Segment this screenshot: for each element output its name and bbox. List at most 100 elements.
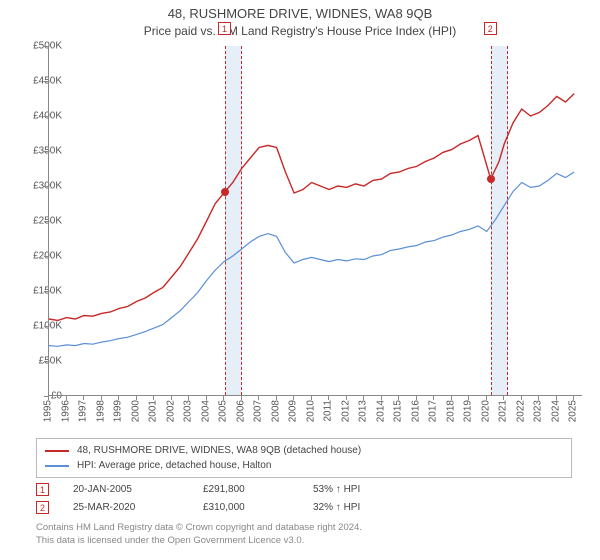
footer: Contains HM Land Registry data © Crown c… [36,522,572,548]
x-tick-mark [468,396,469,400]
x-tick-label: 2001 [148,400,159,422]
y-tick-mark [44,81,48,82]
legend-swatch-property [45,450,69,452]
x-tick-label: 1998 [95,400,106,422]
sale-row: 1 20-JAN-2005£291,80053% ↑ HPI [36,480,572,498]
x-tick-mark [556,396,557,400]
x-tick-label: 2015 [393,400,404,422]
x-tick-label: 2013 [358,400,369,422]
x-tick-mark [433,396,434,400]
x-tick-mark [66,396,67,400]
x-tick-mark [223,396,224,400]
x-tick-mark [293,396,294,400]
x-tick-label: 2014 [375,400,386,422]
x-tick-label: 2000 [130,400,141,422]
x-tick-label: 1999 [113,400,124,422]
x-tick-mark [101,396,102,400]
x-tick-mark [503,396,504,400]
x-tick-label: 1995 [43,400,54,422]
x-tick-mark [346,396,347,400]
x-tick-mark [83,396,84,400]
x-tick-mark [328,396,329,400]
x-tick-label: 2018 [445,400,456,422]
sale-point-dot [221,188,229,196]
x-tick-mark [521,396,522,400]
x-tick-mark [573,396,574,400]
legend-label-hpi: HPI: Average price, detached house, Halt… [77,458,271,473]
x-tick-mark [381,396,382,400]
x-tick-mark [276,396,277,400]
x-tick-mark [188,396,189,400]
y-tick-mark [44,326,48,327]
footer-line2: This data is licensed under the Open Gov… [36,535,572,548]
y-tick-mark [44,186,48,187]
plot-area: 12 [48,46,582,396]
x-tick-label: 2023 [533,400,544,422]
sale-price: £310,000 [203,502,313,513]
x-tick-label: 2010 [305,400,316,422]
legend-row-hpi: HPI: Average price, detached house, Halt… [45,458,563,473]
x-tick-label: 2020 [480,400,491,422]
footer-line1: Contains HM Land Registry data © Crown c… [36,522,572,535]
series-line-hpi [49,172,574,346]
y-tick-mark [44,116,48,117]
x-tick-label: 1996 [60,400,71,422]
x-tick-label: 1997 [78,400,89,422]
x-tick-mark [416,396,417,400]
sale-date: 25-MAR-2020 [73,502,203,513]
x-tick-label: 2021 [498,400,509,422]
x-tick-label: 2008 [270,400,281,422]
legend-label-property: 48, RUSHMORE DRIVE, WIDNES, WA8 9QB (det… [77,443,361,458]
x-tick-label: 2007 [253,400,264,422]
sale-date: 20-JAN-2005 [73,484,203,495]
x-tick-mark [363,396,364,400]
sale-row-marker: 1 [36,483,49,496]
x-tick-label: 2003 [183,400,194,422]
y-tick-mark [44,361,48,362]
y-tick-mark [44,221,48,222]
x-tick-mark [153,396,154,400]
x-tick-mark [136,396,137,400]
x-tick-label: 2019 [463,400,474,422]
x-tick-label: 2002 [165,400,176,422]
sale-row-marker: 2 [36,501,49,514]
x-tick-mark [538,396,539,400]
x-tick-label: 2009 [288,400,299,422]
sale-marker-badge: 1 [218,22,231,35]
x-tick-label: 2006 [235,400,246,422]
y-tick-mark [44,291,48,292]
chart-container: 48, RUSHMORE DRIVE, WIDNES, WA8 9QB Pric… [0,0,600,560]
x-tick-label: 2017 [428,400,439,422]
legend: 48, RUSHMORE DRIVE, WIDNES, WA8 9QB (det… [36,438,572,478]
x-tick-mark [171,396,172,400]
x-tick-mark [206,396,207,400]
x-tick-label: 2005 [218,400,229,422]
x-tick-label: 2011 [323,400,334,422]
y-tick-mark [44,151,48,152]
x-tick-mark [118,396,119,400]
x-tick-label: 2022 [515,400,526,422]
title-sub: Price paid vs. HM Land Registry's House … [0,24,600,38]
y-tick-mark [44,46,48,47]
x-tick-mark [486,396,487,400]
sale-row: 2 25-MAR-2020£310,00032% ↑ HPI [36,498,572,516]
x-tick-label: 2016 [410,400,421,422]
x-tick-mark [258,396,259,400]
x-tick-mark [241,396,242,400]
legend-row-property: 48, RUSHMORE DRIVE, WIDNES, WA8 9QB (det… [45,443,563,458]
title-block: 48, RUSHMORE DRIVE, WIDNES, WA8 9QB Pric… [0,0,600,38]
sale-pct: 32% ↑ HPI [313,502,433,513]
x-tick-label: 2024 [550,400,561,422]
sale-pct: 53% ↑ HPI [313,484,433,495]
x-tick-label: 2004 [200,400,211,422]
sale-table: 1 20-JAN-2005£291,80053% ↑ HPI 2 25-MAR-202… [36,480,572,516]
x-tick-label: 2012 [340,400,351,422]
sale-marker-badge: 2 [484,22,497,35]
sale-price: £291,800 [203,484,313,495]
series-line-property [49,94,574,321]
x-tick-mark [451,396,452,400]
line-series-svg [49,46,582,395]
title-main: 48, RUSHMORE DRIVE, WIDNES, WA8 9QB [0,6,600,21]
x-tick-mark [311,396,312,400]
x-tick-mark [398,396,399,400]
